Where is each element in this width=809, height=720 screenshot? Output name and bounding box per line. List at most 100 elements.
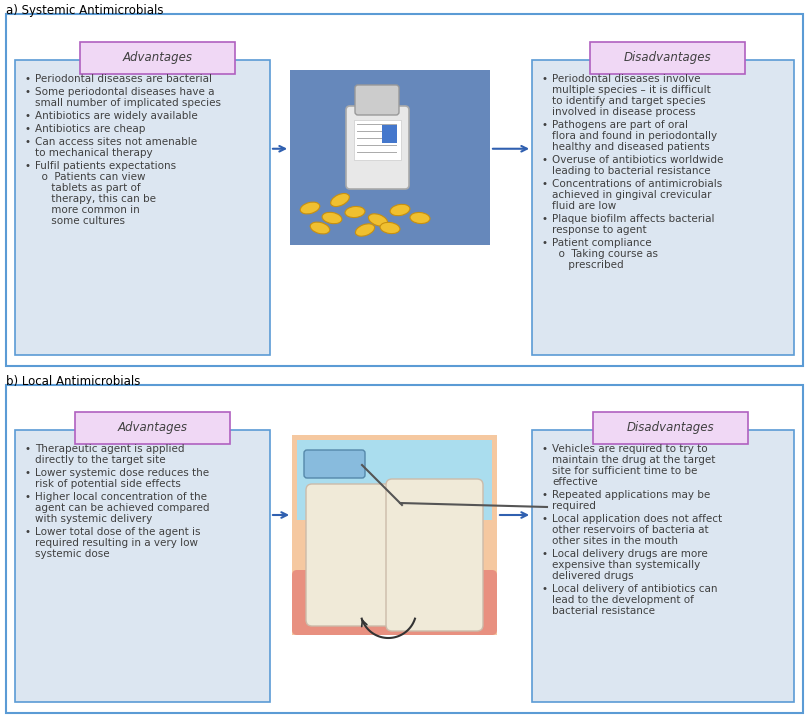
Ellipse shape [300, 202, 320, 214]
Text: b) Local Antimicrobials: b) Local Antimicrobials [6, 375, 141, 388]
Text: Local delivery drugs are more: Local delivery drugs are more [552, 549, 708, 559]
Text: involved in disease process: involved in disease process [552, 107, 696, 117]
Text: Can access sites not amenable: Can access sites not amenable [35, 137, 197, 147]
Text: leading to bacterial resistance: leading to bacterial resistance [552, 166, 710, 176]
Text: other reservoirs of bacteria at: other reservoirs of bacteria at [552, 525, 709, 535]
Bar [15, 60, 270, 355]
Text: •: • [25, 527, 31, 537]
Text: •: • [542, 444, 548, 454]
Text: Plaque biofilm affects bacterial: Plaque biofilm affects bacterial [552, 214, 714, 224]
Text: tablets as part of: tablets as part of [35, 183, 141, 193]
FancyBboxPatch shape [346, 106, 409, 189]
Text: •: • [542, 584, 548, 594]
Text: lead to the development of: lead to the development of [552, 595, 694, 605]
Text: expensive than systemically: expensive than systemically [552, 560, 701, 570]
Text: prescribed: prescribed [552, 260, 624, 270]
Text: with systemic delivery: with systemic delivery [35, 514, 152, 524]
Text: effective: effective [552, 477, 598, 487]
Text: achieved in gingival crevicular: achieved in gingival crevicular [552, 190, 711, 200]
Text: Advantages: Advantages [117, 421, 188, 434]
Ellipse shape [380, 222, 400, 233]
Text: flora and found in periodontally: flora and found in periodontally [552, 131, 717, 141]
Text: o  Patients can view: o Patients can view [35, 172, 146, 182]
Text: response to agent: response to agent [552, 225, 646, 235]
Text: •: • [25, 87, 31, 97]
Text: •: • [25, 111, 31, 121]
Text: more common in: more common in [35, 205, 140, 215]
Text: therapy, this can be: therapy, this can be [35, 194, 156, 204]
Text: •: • [542, 490, 548, 500]
Text: Pathogens are part of oral: Pathogens are part of oral [552, 120, 688, 130]
Text: a) Systemic Antimicrobials: a) Systemic Antimicrobials [6, 4, 163, 17]
Text: •: • [542, 214, 548, 224]
Text: •: • [25, 161, 31, 171]
Text: delivered drugs: delivered drugs [552, 571, 633, 581]
Text: Concentrations of antimicrobials: Concentrations of antimicrobials [552, 179, 722, 189]
Bar [80, 42, 235, 74]
Text: •: • [542, 238, 548, 248]
Bar [6, 385, 803, 713]
Text: multiple species – it is difficult: multiple species – it is difficult [552, 85, 711, 95]
FancyBboxPatch shape [292, 570, 497, 635]
Bar [6, 14, 803, 366]
Bar [290, 70, 490, 245]
Text: Disadvantages: Disadvantages [624, 52, 711, 65]
Text: fluid are low: fluid are low [552, 201, 616, 211]
Ellipse shape [368, 214, 388, 226]
Bar [590, 42, 745, 74]
Text: •: • [542, 549, 548, 559]
Text: •: • [25, 492, 31, 502]
Text: maintain the drug at the target: maintain the drug at the target [552, 455, 715, 465]
Text: •: • [25, 137, 31, 147]
Ellipse shape [322, 212, 342, 224]
Text: Overuse of antibiotics worldwide: Overuse of antibiotics worldwide [552, 155, 723, 165]
Text: other sites in the mouth: other sites in the mouth [552, 536, 678, 546]
Text: systemic dose: systemic dose [35, 549, 110, 559]
Text: Patient compliance: Patient compliance [552, 238, 651, 248]
Text: •: • [542, 514, 548, 524]
Text: Local delivery of antibiotics can: Local delivery of antibiotics can [552, 584, 718, 594]
Text: directly to the target site: directly to the target site [35, 455, 166, 465]
Text: Antibiotics are widely available: Antibiotics are widely available [35, 111, 197, 121]
Text: Lower total dose of the agent is: Lower total dose of the agent is [35, 527, 201, 537]
Bar [354, 120, 401, 160]
Ellipse shape [390, 204, 410, 216]
Bar [532, 430, 794, 702]
Text: required: required [552, 501, 596, 511]
Text: Fulfil patients expectations: Fulfil patients expectations [35, 161, 176, 171]
Text: site for sufficient time to be: site for sufficient time to be [552, 466, 697, 476]
Text: required resulting in a very low: required resulting in a very low [35, 538, 198, 548]
Text: •: • [542, 155, 548, 165]
FancyBboxPatch shape [304, 450, 365, 478]
Text: Therapeutic agent is applied: Therapeutic agent is applied [35, 444, 184, 454]
Ellipse shape [310, 222, 330, 234]
Bar [15, 430, 270, 702]
Text: •: • [542, 120, 548, 130]
Text: Higher local concentration of the: Higher local concentration of the [35, 492, 207, 502]
Bar [297, 440, 492, 520]
Bar [532, 60, 794, 355]
Text: Antibiotics are cheap: Antibiotics are cheap [35, 124, 146, 134]
Ellipse shape [410, 212, 430, 223]
Text: •: • [25, 124, 31, 134]
Text: Periodontal diseases involve: Periodontal diseases involve [552, 74, 701, 84]
Text: small number of implicated species: small number of implicated species [35, 98, 221, 108]
Text: Advantages: Advantages [122, 52, 193, 65]
Text: risk of potential side effects: risk of potential side effects [35, 479, 181, 489]
Text: Vehicles are required to try to: Vehicles are required to try to [552, 444, 708, 454]
Text: o  Taking course as: o Taking course as [552, 249, 658, 259]
Text: Local application does not affect: Local application does not affect [552, 514, 722, 524]
FancyBboxPatch shape [386, 479, 483, 631]
Text: Periodontal diseases are bacterial: Periodontal diseases are bacterial [35, 74, 212, 84]
Text: •: • [25, 468, 31, 478]
Bar [593, 412, 748, 444]
Text: Repeated applications may be: Repeated applications may be [552, 490, 710, 500]
Text: •: • [25, 74, 31, 84]
Text: healthy and diseased patients: healthy and diseased patients [552, 142, 709, 152]
Bar [382, 125, 397, 143]
Text: •: • [542, 179, 548, 189]
Text: to identify and target species: to identify and target species [552, 96, 705, 106]
Ellipse shape [345, 207, 365, 217]
FancyBboxPatch shape [355, 85, 399, 115]
Bar [75, 412, 230, 444]
